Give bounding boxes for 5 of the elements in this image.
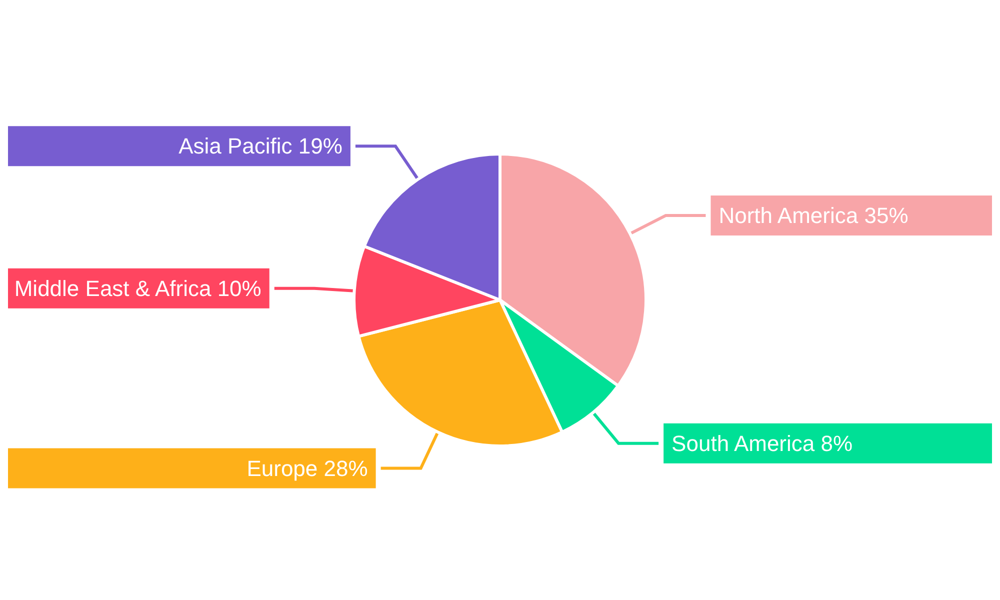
slice-label: Asia Pacific 19% xyxy=(178,134,342,159)
slice-label: South America 8% xyxy=(672,430,853,456)
slice-label: Middle East & Africa 10% xyxy=(14,276,262,301)
slice-label: Europe 28% xyxy=(246,456,368,481)
slice-label: North America 35% xyxy=(718,203,908,228)
